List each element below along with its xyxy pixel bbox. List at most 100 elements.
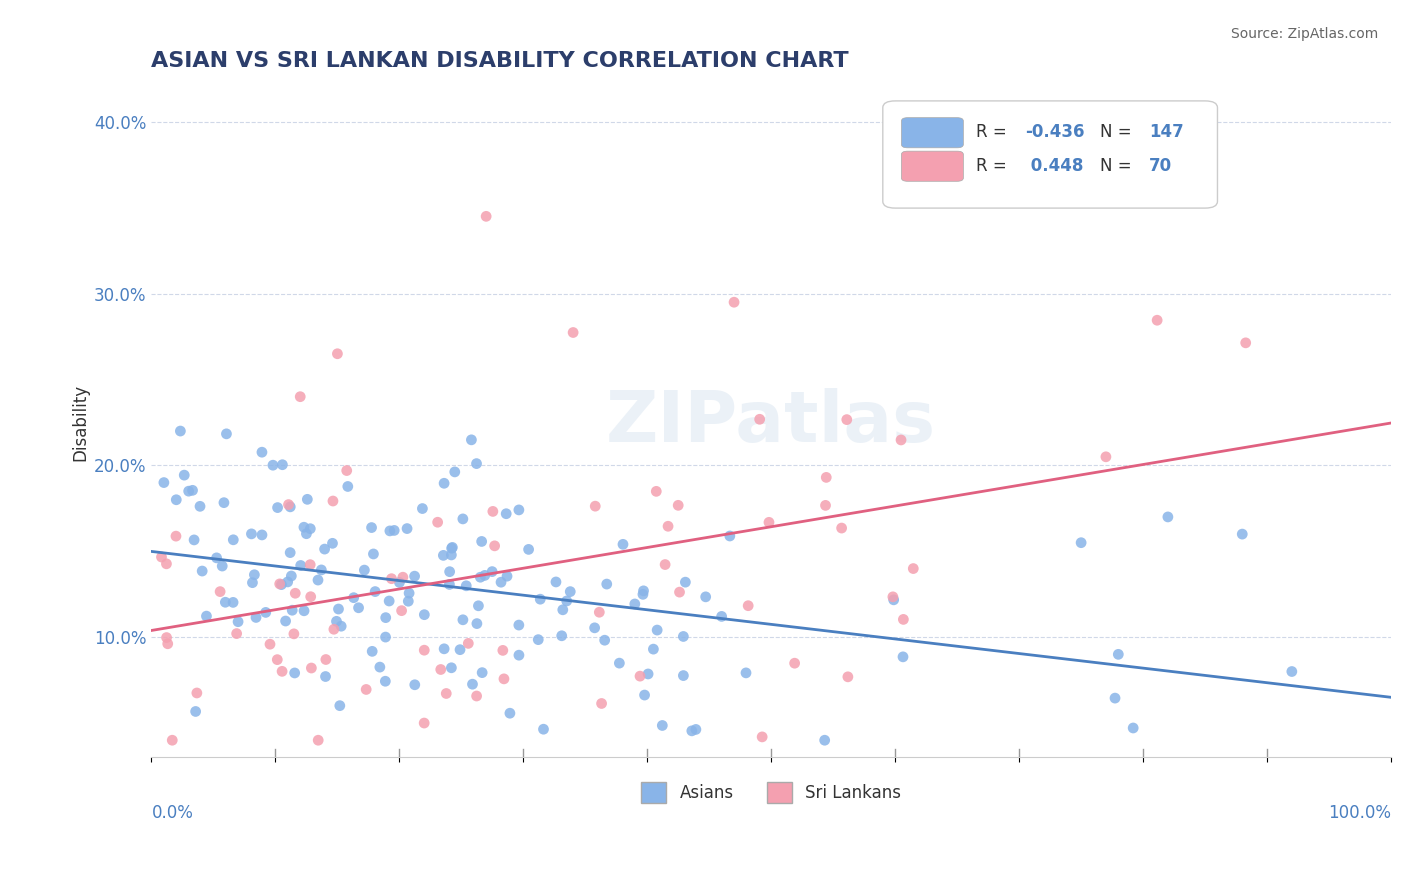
- Point: [831, 521, 853, 535]
- Point: [396, 594, 419, 608]
- Point: [508, 648, 530, 662]
- Point: [461, 677, 484, 691]
- Point: [628, 669, 651, 683]
- Point: [378, 524, 401, 538]
- Point: [517, 542, 540, 557]
- Point: [284, 665, 307, 680]
- Point: [475, 210, 498, 224]
- Point: [361, 644, 384, 658]
- Legend: Asians, Sri Lankans: Asians, Sri Lankans: [634, 776, 908, 809]
- Point: [271, 665, 294, 679]
- Point: [299, 661, 322, 675]
- Point: [426, 515, 449, 529]
- Point: [270, 577, 292, 591]
- Point: [297, 492, 319, 507]
- Point: [814, 733, 837, 747]
- Point: [259, 637, 281, 651]
- Point: [672, 668, 695, 682]
- Point: [645, 484, 668, 499]
- Point: [533, 722, 555, 736]
- Point: [890, 433, 912, 447]
- Point: [1232, 527, 1254, 541]
- Text: 70: 70: [1149, 157, 1173, 175]
- Point: [290, 390, 312, 404]
- Point: [283, 627, 305, 641]
- Point: [882, 590, 904, 604]
- Point: [443, 465, 465, 479]
- Point: [391, 604, 413, 618]
- FancyBboxPatch shape: [901, 118, 963, 148]
- Point: [188, 500, 211, 514]
- Point: [837, 670, 859, 684]
- Point: [583, 621, 606, 635]
- Point: [292, 604, 315, 618]
- Point: [153, 475, 176, 490]
- Point: [651, 718, 673, 732]
- Point: [315, 669, 337, 683]
- Point: [1095, 450, 1118, 464]
- Point: [392, 570, 415, 584]
- Point: [451, 512, 474, 526]
- Point: [322, 622, 344, 636]
- Point: [281, 603, 304, 617]
- Point: [471, 534, 494, 549]
- Point: [347, 600, 370, 615]
- Point: [380, 572, 402, 586]
- Point: [388, 575, 411, 590]
- Point: [633, 583, 655, 598]
- Point: [609, 656, 631, 670]
- Point: [225, 626, 247, 640]
- Point: [492, 643, 515, 657]
- Point: [645, 623, 668, 637]
- Point: [278, 546, 301, 560]
- Point: [560, 584, 582, 599]
- Point: [883, 592, 905, 607]
- Point: [439, 577, 461, 591]
- Point: [654, 558, 676, 572]
- Point: [735, 665, 758, 680]
- Text: 0.448: 0.448: [1025, 157, 1084, 175]
- Point: [583, 499, 606, 513]
- Point: [499, 706, 522, 721]
- Point: [243, 567, 266, 582]
- Point: [814, 499, 837, 513]
- Point: [1122, 721, 1144, 735]
- Text: ASIAN VS SRI LANKAN DISABILITY CORRELATION CHART: ASIAN VS SRI LANKAN DISABILITY CORRELATI…: [152, 51, 849, 70]
- Point: [173, 468, 195, 483]
- Point: [245, 610, 267, 624]
- Point: [325, 615, 347, 629]
- Point: [657, 519, 679, 533]
- Point: [527, 632, 550, 647]
- Point: [1107, 648, 1129, 662]
- Point: [465, 689, 488, 703]
- Text: Source: ZipAtlas.com: Source: ZipAtlas.com: [1230, 27, 1378, 41]
- Point: [311, 563, 333, 577]
- Point: [307, 733, 329, 747]
- Point: [353, 563, 375, 577]
- Point: [292, 520, 315, 534]
- FancyBboxPatch shape: [883, 101, 1218, 208]
- Point: [374, 610, 396, 624]
- Point: [214, 595, 236, 609]
- Text: N =: N =: [1099, 123, 1136, 142]
- Point: [321, 536, 343, 550]
- Y-axis label: Disability: Disability: [72, 384, 89, 461]
- Point: [723, 295, 745, 310]
- Point: [1234, 335, 1257, 350]
- Point: [250, 445, 273, 459]
- Point: [544, 574, 567, 589]
- Point: [266, 653, 288, 667]
- Point: [551, 603, 574, 617]
- Point: [433, 641, 456, 656]
- Point: [413, 643, 436, 657]
- Point: [643, 642, 665, 657]
- Point: [591, 697, 613, 711]
- Point: [440, 548, 463, 562]
- FancyBboxPatch shape: [901, 151, 963, 181]
- Point: [471, 665, 494, 680]
- Point: [368, 660, 391, 674]
- Point: [441, 541, 464, 555]
- Point: [266, 500, 288, 515]
- Point: [551, 629, 574, 643]
- Point: [633, 688, 655, 702]
